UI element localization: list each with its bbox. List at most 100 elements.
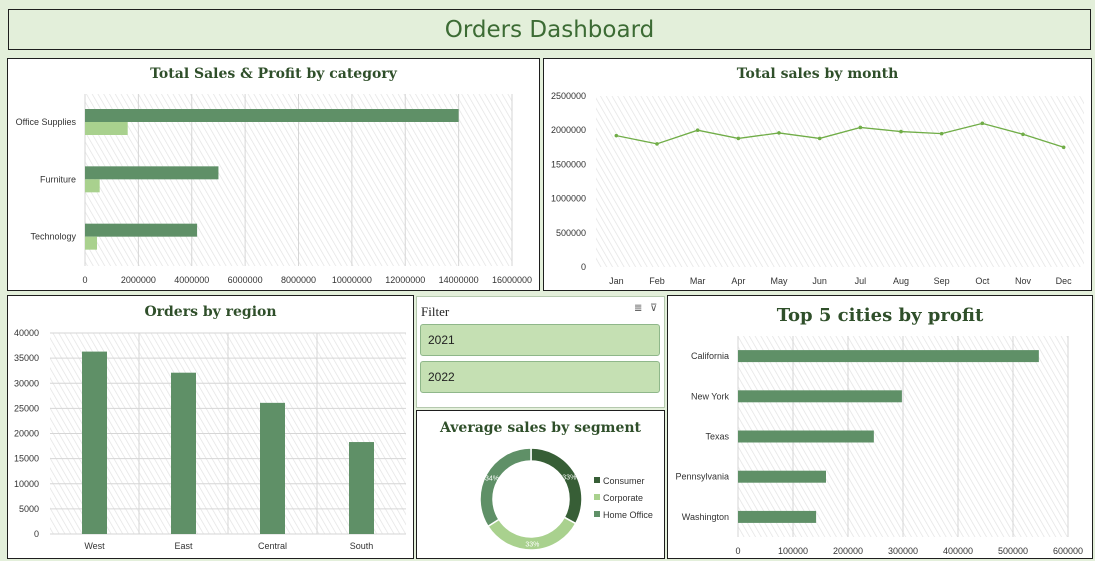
x-tick-label: West (84, 541, 105, 551)
segment-chart: 33% 33% 34% Consumer Corporate Home Office (479, 447, 653, 551)
y-tick-label: 10000 (14, 479, 39, 489)
x-tick-label: 500000 (998, 546, 1028, 556)
data-point (1061, 145, 1066, 150)
y-tick-label: 15000 (14, 454, 39, 464)
segment-chart-title: Average sales by segment (439, 420, 642, 436)
profit-bar (85, 122, 128, 135)
data-point (614, 133, 619, 138)
y-tick-label: 20000 (14, 429, 39, 439)
legend-label: Consumer (603, 476, 645, 486)
data-point (939, 131, 944, 136)
cities-chart-title: Top 5 cities by profit (776, 305, 984, 326)
multi-select-icon[interactable]: ≣ (634, 303, 643, 314)
category-chart-panel[interactable]: Total Sales & Profit by category 0 200000… (7, 58, 540, 291)
dashboard-title: Orders Dashboard (444, 16, 655, 43)
legend-label: Corporate (603, 493, 643, 503)
x-tick-label: 0 (735, 546, 740, 556)
category-label: Technology (30, 232, 76, 242)
filter-title: Filter (421, 304, 450, 319)
city-bar (738, 510, 817, 523)
data-point (655, 142, 659, 146)
month-chart-title: Total sales by month (736, 66, 899, 82)
y-tick-label: 30000 (14, 378, 39, 388)
category-label: New York (691, 391, 730, 401)
month-chart: 0 500000 1000000 1500000 2000000 2500000 Jan Fe… (551, 91, 1084, 286)
x-tick-label: Apr (731, 276, 745, 286)
data-point (858, 125, 863, 130)
x-tick-label: 300000 (888, 546, 918, 556)
segment-slice (479, 447, 532, 528)
filter-slicer[interactable]: Filter ≣ ⊽ 2021 2022 (416, 296, 665, 408)
x-tick-label: 12000000 (385, 275, 425, 285)
x-tick-label: Sep (934, 276, 950, 286)
y-tick-label: 500000 (556, 228, 586, 238)
filter-item-2021[interactable]: 2021 (420, 324, 660, 356)
y-tick-label: 35000 (14, 353, 39, 363)
x-tick-label: Jan (609, 276, 624, 286)
legend-swatch (594, 511, 600, 517)
category-chart: 0 2000000 4000000 6000000 8000000 10000000 120… (16, 94, 532, 285)
y-tick-label: 40000 (14, 328, 39, 338)
region-bar (82, 351, 107, 534)
city-bar (738, 350, 1039, 363)
city-bar (738, 430, 874, 443)
plot-area (596, 96, 1084, 267)
cities-chart-panel[interactable]: Top 5 cities by profit 0 100000 200000 3000… (667, 295, 1093, 559)
legend-swatch (594, 477, 600, 483)
dashboard-title-bar: Orders Dashboard (8, 9, 1091, 50)
category-label: Furniture (40, 174, 76, 184)
data-point (695, 128, 700, 132)
legend-swatch (594, 494, 600, 500)
region-chart-title: Orders by region (144, 304, 277, 320)
x-tick-label: 400000 (943, 546, 973, 556)
data-point (980, 121, 985, 126)
x-tick-label: 14000000 (439, 275, 479, 285)
x-tick-label: 100000 (778, 546, 808, 556)
profit-bar (85, 179, 100, 193)
x-tick-label: 0 (82, 275, 87, 285)
city-bar (738, 390, 902, 403)
sales-bar (85, 166, 219, 180)
y-tick-label: 2000000 (551, 125, 586, 135)
sales-bar (85, 223, 198, 237)
x-tick-label: 8000000 (281, 275, 316, 285)
category-label: Pennsylvania (675, 472, 729, 482)
y-tick-label: 1000000 (551, 194, 586, 204)
y-tick-label: 25000 (14, 403, 39, 413)
y-tick-label: 1500000 (551, 159, 586, 169)
data-point (736, 136, 741, 141)
category-label: Washington (682, 512, 729, 522)
category-label: Office Supplies (16, 117, 77, 127)
filter-item-2022[interactable]: 2022 (420, 361, 660, 393)
x-tick-label: May (770, 276, 788, 286)
city-bar (738, 470, 826, 483)
x-tick-label: 10000000 (332, 275, 372, 285)
x-tick-label: 200000 (833, 546, 863, 556)
x-tick-label: 6000000 (228, 275, 263, 285)
data-point (899, 129, 903, 134)
legend-label: Home Office (603, 510, 653, 520)
x-tick-label: 4000000 (174, 275, 209, 285)
category-chart-title: Total Sales & Profit by category (150, 66, 397, 82)
sales-line (616, 122, 1064, 148)
clear-filter-icon[interactable]: ⊽ (650, 303, 658, 314)
x-tick-label: Dec (1056, 276, 1073, 286)
x-tick-label: Central (258, 541, 287, 551)
x-tick-label: Jul (855, 276, 867, 286)
region-bar (349, 442, 374, 534)
data-label: 34% (485, 476, 499, 483)
sales-bar (85, 109, 459, 122)
data-label: 33% (525, 541, 539, 548)
x-tick-label: 2000000 (121, 275, 156, 285)
region-chart-panel[interactable]: Orders by region 0 5000 10000 15000 20000 250… (7, 295, 414, 559)
x-tick-label: Oct (975, 276, 990, 286)
y-tick-label: 2500000 (551, 91, 586, 101)
cities-chart: 0 100000 200000 300000 400000 500000 600000 Cal… (675, 336, 1083, 556)
x-tick-label: Nov (1015, 276, 1032, 286)
x-tick-label: Jun (812, 276, 827, 286)
x-tick-label: Aug (893, 276, 909, 286)
segment-chart-panel[interactable]: Average sales by segment 33% 33% 34% Consum… (416, 410, 665, 559)
month-chart-panel[interactable]: Total sales by month 0 500000 1000000 15000… (543, 58, 1092, 291)
y-tick-label: 0 (581, 262, 586, 272)
segment-slice (530, 447, 583, 525)
